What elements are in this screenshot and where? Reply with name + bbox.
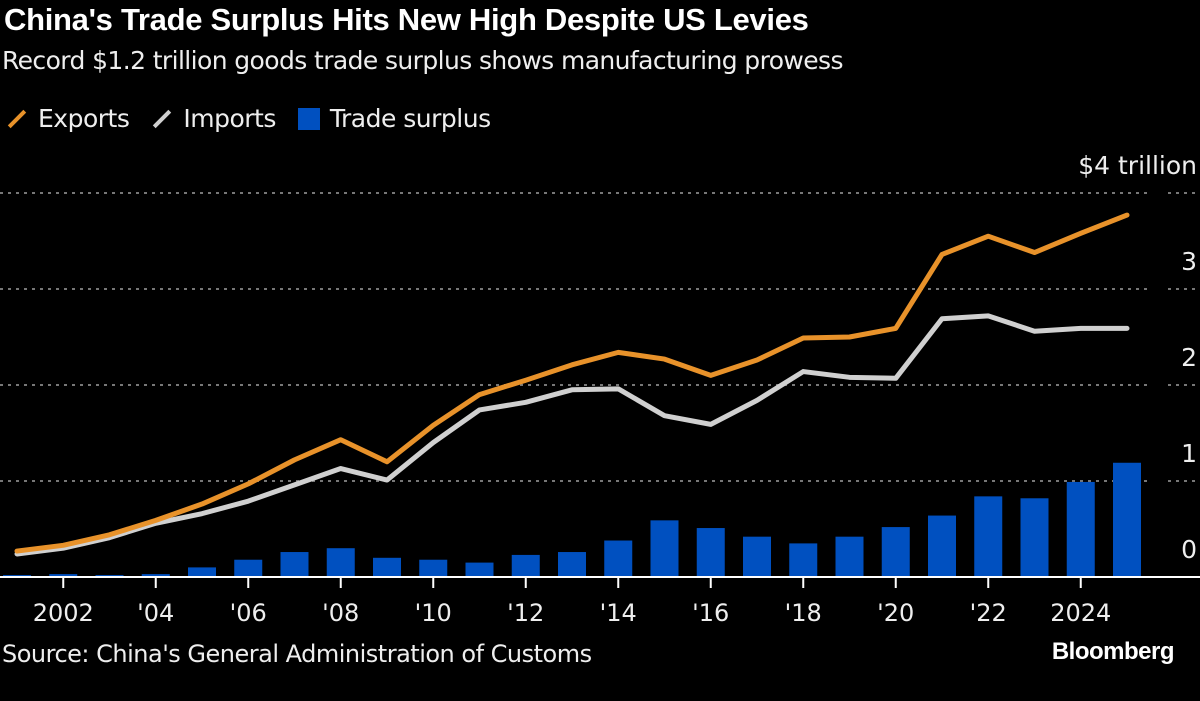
surplus-bar bbox=[1066, 481, 1095, 577]
surplus-bar bbox=[141, 574, 170, 577]
surplus-bar bbox=[604, 540, 633, 577]
x-tick-label: '06 bbox=[230, 599, 267, 627]
surplus-bar bbox=[928, 515, 956, 577]
chart-title: China's Trade Surplus Hits New High Desp… bbox=[4, 2, 809, 37]
surplus-bar bbox=[280, 552, 309, 577]
exports-line bbox=[14, 212, 1130, 554]
surplus-bar bbox=[974, 496, 1003, 577]
y-tick-label: 2 bbox=[1181, 343, 1197, 372]
surplus-bar bbox=[188, 567, 216, 577]
x-tick-label: '14 bbox=[600, 599, 637, 627]
legend-exports-label: Exports bbox=[38, 104, 130, 133]
legend-surplus-label: Trade surplus bbox=[329, 104, 491, 133]
y-tick-label: 1 bbox=[1181, 439, 1197, 468]
surplus-bar bbox=[835, 536, 864, 577]
y-tick-label: 0 bbox=[1181, 535, 1197, 564]
y-tick-label: 3 bbox=[1181, 247, 1197, 276]
surplus-bar bbox=[373, 557, 401, 577]
surplus-bar bbox=[49, 574, 78, 577]
legend-imports: Imports bbox=[151, 104, 276, 133]
legend-surplus: Trade surplus bbox=[297, 104, 491, 133]
surplus-bar bbox=[1113, 462, 1141, 577]
surplus-bar bbox=[650, 520, 679, 577]
legend: Exports Imports Trade surplus bbox=[6, 104, 513, 133]
chart-subtitle: Record $1.2 trillion goods trade surplus… bbox=[2, 46, 843, 75]
surplus-bar bbox=[743, 536, 771, 577]
bloomberg-logo: Bloomberg bbox=[1051, 638, 1175, 665]
surplus-bar bbox=[419, 559, 448, 577]
x-tick-label: '16 bbox=[692, 599, 729, 627]
surplus-bar bbox=[1020, 498, 1049, 577]
surplus-swatch bbox=[297, 107, 320, 130]
surplus-bar bbox=[511, 554, 540, 577]
surplus-bar bbox=[234, 559, 263, 577]
x-tick-label: '08 bbox=[322, 599, 359, 627]
x-tick-label: '04 bbox=[137, 599, 174, 627]
surplus-bar bbox=[696, 528, 725, 577]
surplus-bar bbox=[789, 543, 818, 577]
surplus-bar bbox=[558, 552, 586, 577]
legend-imports-label: Imports bbox=[183, 104, 276, 133]
x-tick-label: '20 bbox=[877, 599, 914, 627]
surplus-bar bbox=[326, 548, 355, 577]
x-tick-label: '22 bbox=[970, 599, 1007, 627]
surplus-bar bbox=[465, 562, 494, 577]
surplus-bar bbox=[881, 527, 910, 577]
x-tick-label: '18 bbox=[785, 599, 822, 627]
y-tick-label: $4 trillion bbox=[1078, 151, 1197, 180]
legend-exports: Exports bbox=[6, 104, 130, 133]
x-tick-label: 2002 bbox=[33, 599, 94, 627]
x-tick-label: '10 bbox=[415, 599, 452, 627]
source-note: Source: China's General Administration o… bbox=[2, 640, 592, 668]
x-tick-label: '12 bbox=[507, 599, 544, 627]
imports-line bbox=[14, 313, 1130, 557]
x-tick-label: 2024 bbox=[1050, 599, 1111, 627]
